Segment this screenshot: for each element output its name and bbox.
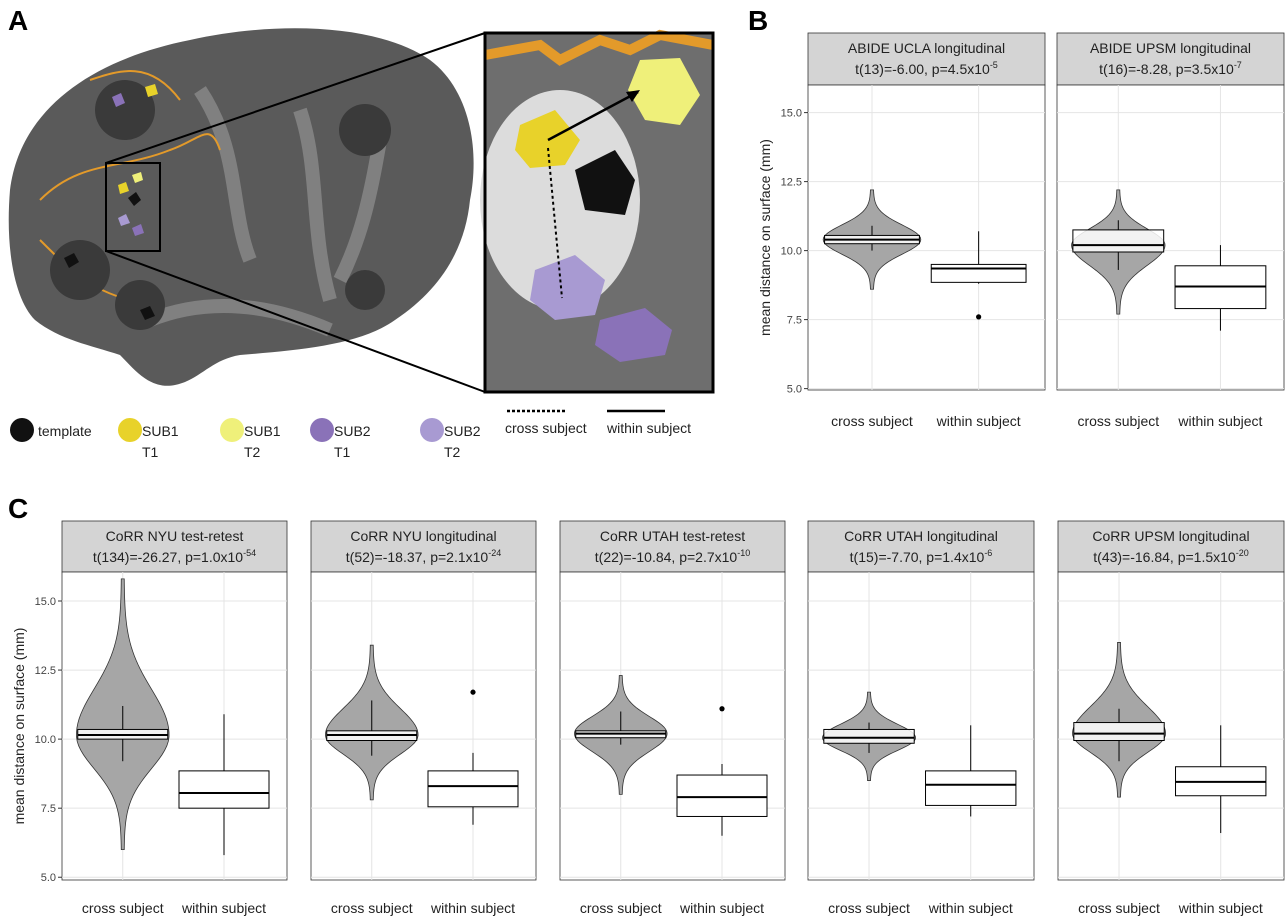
strip-title: CoRR NYU longitudinal: [350, 528, 496, 544]
y-axis-title: mean distance on surface (mm): [11, 628, 27, 825]
strip-title: ABIDE UPSM longitudinal: [1090, 40, 1251, 56]
box: [1074, 723, 1164, 741]
x-tick-label: within subject: [928, 900, 1013, 916]
x-tick-label: within subject: [679, 900, 764, 916]
x-tick-label: cross subject: [831, 413, 913, 429]
y-axis-title: mean distance on surface (mm): [757, 139, 773, 336]
stat: t(52)=-18.37, p=2.1x10: [346, 549, 489, 565]
stat: t(22)=-10.84, p=2.7x10: [595, 549, 738, 565]
panel-label: C: [8, 493, 28, 524]
x-tick-label: cross subject: [580, 900, 662, 916]
y-tick-label: 10.0: [781, 246, 802, 258]
stat: t(13)=-6.00, p=4.5x10: [855, 61, 990, 77]
chart: CoRR NYU test-retest t(134)=-26.27, p=1.0…: [11, 521, 287, 916]
strip-subtitle: t(134)=-26.27, p=1.0x10-54: [93, 548, 256, 565]
legend-label: template: [38, 423, 92, 439]
box: [677, 775, 767, 816]
strip-subtitle: t(43)=-16.84, p=1.5x10-20: [1093, 548, 1248, 565]
inset: [480, 33, 713, 411]
y-tick-label: 7.5: [41, 803, 56, 815]
chart: ABIDE UPSM longitudinal t(16)=-8.28, p=3.…: [1057, 33, 1284, 429]
stat: t(43)=-16.84, p=1.5x10: [1093, 549, 1236, 565]
strip-title: CoRR UTAH test-retest: [600, 528, 745, 544]
legend-swatch: [118, 418, 142, 442]
chart: CoRR UPSM longitudinal t(43)=-16.84, p=1.…: [1058, 521, 1284, 916]
strip-title: CoRR UPSM longitudinal: [1092, 528, 1249, 544]
chart: CoRR NYU longitudinal t(52)=-18.37, p=2.1…: [311, 521, 536, 916]
y-tick-label: 10.0: [35, 734, 56, 746]
chart: ABIDE UCLA longitudinal t(13)=-6.00, p=4.…: [757, 33, 1045, 429]
stat-exponent: -54: [243, 548, 256, 558]
x-tick-label: cross subject: [82, 900, 164, 916]
chart: CoRR UTAH test-retest t(22)=-10.84, p=2.7…: [560, 521, 785, 916]
stat: t(15)=-7.70, p=1.4x10: [850, 549, 985, 565]
box: [1073, 230, 1164, 252]
x-tick-label: cross subject: [1077, 413, 1159, 429]
x-tick-label: cross subject: [1078, 900, 1160, 916]
legend-swatch: [310, 418, 334, 442]
stat-exponent: -24: [488, 548, 501, 558]
legend-label: cross subject: [505, 420, 587, 436]
panel-label: B: [748, 5, 768, 36]
y-tick-label: 5.0: [41, 872, 56, 884]
x-tick-label: within subject: [430, 900, 515, 916]
x-tick-label: within subject: [1178, 900, 1263, 916]
y-tick-label: 15.0: [35, 596, 56, 608]
x-tick-label: within subject: [1177, 413, 1262, 429]
outlier: [470, 690, 475, 695]
outlier: [976, 314, 981, 319]
y-tick-label: 12.5: [781, 177, 802, 189]
legend-swatch: [420, 418, 444, 442]
strip-title: CoRR NYU test-retest: [106, 528, 244, 544]
x-tick-label: cross subject: [331, 900, 413, 916]
stat-exponent: -10: [737, 548, 750, 558]
stat-exponent: -20: [1236, 548, 1249, 558]
figure: A B Ctemplate SUB1T1 SUB1T2 SUB2T1 SUB2T2 cross…: [0, 0, 1285, 924]
chart: CoRR UTAH longitudinal t(15)=-7.70, p=1.4…: [808, 521, 1034, 916]
strip-title: CoRR UTAH longitudinal: [844, 528, 998, 544]
stat-exponent: -6: [984, 548, 992, 558]
strip-subtitle: t(13)=-6.00, p=4.5x10-5: [855, 60, 998, 77]
panel-label: A: [8, 5, 28, 36]
legend-swatch: [10, 418, 34, 442]
legend-swatch: [220, 418, 244, 442]
stat-exponent: -5: [990, 60, 998, 70]
y-tick-label: 15.0: [781, 108, 802, 120]
strip-title: ABIDE UCLA longitudinal: [848, 40, 1005, 56]
strip-subtitle: t(22)=-10.84, p=2.7x10-10: [595, 548, 750, 565]
box: [179, 771, 269, 808]
stat: t(16)=-8.28, p=3.5x10: [1099, 61, 1234, 77]
outlier: [719, 706, 724, 711]
y-tick-label: 5.0: [787, 384, 802, 396]
box: [926, 771, 1016, 806]
stat-exponent: -7: [1234, 60, 1242, 70]
strip-subtitle: t(16)=-8.28, p=3.5x10-7: [1099, 60, 1242, 77]
y-tick-label: 12.5: [35, 665, 56, 677]
strip-subtitle: t(15)=-7.70, p=1.4x10-6: [850, 548, 993, 565]
x-tick-label: within subject: [181, 900, 266, 916]
stat: t(134)=-26.27, p=1.0x10: [93, 549, 243, 565]
box: [931, 264, 1026, 282]
box: [428, 771, 518, 807]
legend-label: within subject: [606, 420, 691, 436]
box: [824, 729, 914, 743]
strip-subtitle: t(52)=-18.37, p=2.1x10-24: [346, 548, 501, 565]
x-tick-label: within subject: [936, 413, 1021, 429]
brain-illustration: [9, 28, 485, 392]
x-tick-label: cross subject: [828, 900, 910, 916]
y-tick-label: 7.5: [787, 315, 802, 327]
